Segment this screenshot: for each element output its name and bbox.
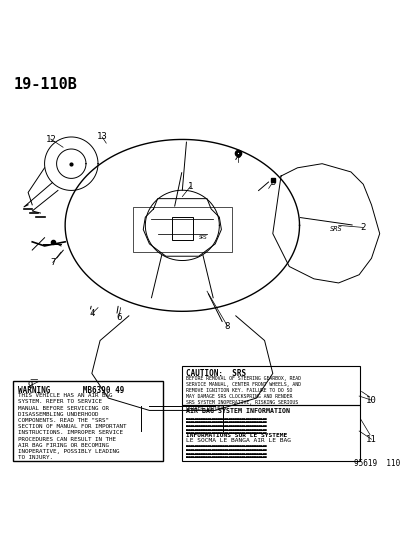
- Text: 1: 1: [188, 182, 193, 191]
- Text: ■■■■■■■■■■■■■■■■■■■■■■■■■■■■■■■■■■■■■■: ■■■■■■■■■■■■■■■■■■■■■■■■■■■■■■■■■■■■■■: [186, 444, 266, 448]
- Text: ■■■■■■■■■■■■■■■■■■■■■■■■■■■■■■■■■■■■■■: ■■■■■■■■■■■■■■■■■■■■■■■■■■■■■■■■■■■■■■: [186, 427, 266, 432]
- Text: 2: 2: [360, 223, 365, 232]
- Text: ■■■■■■■■■■■■■■■■■■■■■■■■■■■■■■■■■■■■■■: ■■■■■■■■■■■■■■■■■■■■■■■■■■■■■■■■■■■■■■: [186, 451, 266, 456]
- Text: ■■■■■■■■■■■■■■■■■■■■■■■■■■■■■■■■■■■■■■: ■■■■■■■■■■■■■■■■■■■■■■■■■■■■■■■■■■■■■■: [186, 417, 266, 421]
- Text: 8: 8: [224, 321, 230, 330]
- Text: 19-110B: 19-110B: [14, 77, 77, 92]
- Text: LE SOCMA LE BANGA AIR LE BAG: LE SOCMA LE BANGA AIR LE BAG: [186, 438, 291, 443]
- Text: SRS: SRS: [198, 235, 206, 240]
- Text: ■■■■■■■■■■■■■■■■■■■■■■■■■■■■■■■■■■■■■■: ■■■■■■■■■■■■■■■■■■■■■■■■■■■■■■■■■■■■■■: [186, 421, 266, 424]
- Text: 7: 7: [50, 258, 55, 267]
- Text: CAUTION:  SRS: CAUTION: SRS: [186, 369, 246, 378]
- Text: ■■■■■■■■■■■■■■■■■■■■■■■■■■■■■■■■■■■■■■: ■■■■■■■■■■■■■■■■■■■■■■■■■■■■■■■■■■■■■■: [186, 431, 266, 435]
- Text: 6: 6: [116, 313, 121, 322]
- Text: BEFORE REMOVAL OF STEERING GEARBOX, READ
SERVICE MANUAL, CENTER FRONT WHEELS, AN: BEFORE REMOVAL OF STEERING GEARBOX, READ…: [186, 376, 301, 411]
- Text: INFORMATIONS SUR LE SYSTEME: INFORMATIONS SUR LE SYSTEME: [186, 433, 287, 438]
- Text: ■■■■■■■■■■■■■■■■■■■■■■■■■■■■■■■■■■■■■■: ■■■■■■■■■■■■■■■■■■■■■■■■■■■■■■■■■■■■■■: [186, 424, 266, 428]
- Text: 11: 11: [365, 435, 376, 443]
- Text: 13: 13: [97, 133, 107, 141]
- Bar: [133, 207, 231, 252]
- Text: THIS VEHICLE HAS AN AIR BAG
SYSTEM. REFER TO SERVICE
MANUAL BEFORE SERVICING OR
: THIS VEHICLE HAS AN AIR BAG SYSTEM. REFE…: [18, 393, 126, 460]
- Bar: [172, 217, 192, 240]
- Text: 4: 4: [89, 309, 94, 318]
- Text: 9: 9: [27, 381, 33, 390]
- Text: 5: 5: [269, 177, 275, 187]
- Text: 3: 3: [235, 151, 240, 160]
- Text: WARNING       MB6390 49: WARNING MB6390 49: [18, 386, 124, 395]
- Text: 10: 10: [365, 395, 376, 405]
- Text: ■■■■■■■■■■■■■■■■■■■■■■■■■■■■■■■■■■■■■■: ■■■■■■■■■■■■■■■■■■■■■■■■■■■■■■■■■■■■■■: [186, 455, 266, 459]
- Text: 12: 12: [45, 134, 56, 143]
- Text: AIR BAG SYSTEM INFORMATION: AIR BAG SYSTEM INFORMATION: [186, 408, 290, 414]
- Text: ■■■■■■■■■■■■■■■■■■■■■■■■■■■■■■■■■■■■■■: ■■■■■■■■■■■■■■■■■■■■■■■■■■■■■■■■■■■■■■: [186, 448, 266, 452]
- Text: SRS: SRS: [329, 227, 342, 232]
- Text: 95619  110: 95619 110: [353, 459, 399, 468]
